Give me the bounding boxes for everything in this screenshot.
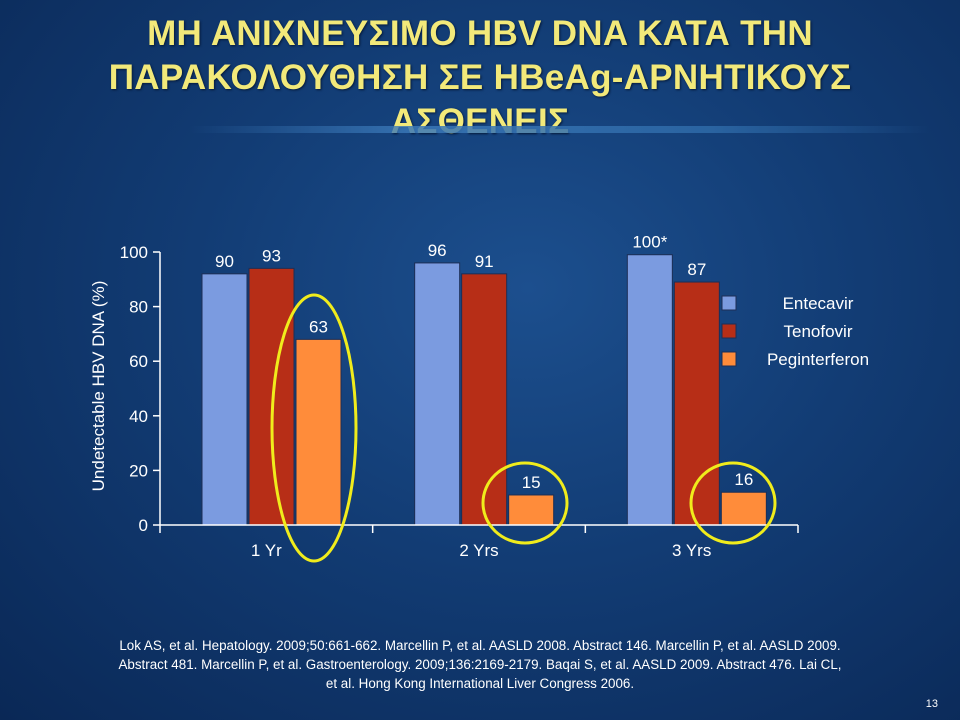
y-tick-label: 0 <box>139 516 148 535</box>
highlight-ellipse-2yrs <box>481 461 569 545</box>
title-line-1: ΜΗ ΑΝΙΧΝΕΥΣΙΜΟ HBV DNA ΚΑΤΑ ΤΗΝ <box>147 14 813 53</box>
legend-label-entecavir: Entecavir <box>783 294 854 313</box>
legend-swatch-entecavir <box>721 295 737 311</box>
bar-entecavir-1 <box>201 273 248 526</box>
y-tick-label: 60 <box>129 352 148 371</box>
legend-swatch-peginterferon <box>721 351 737 367</box>
data-label: 15 <box>522 473 541 492</box>
data-label: 90 <box>215 252 234 271</box>
x-tick-label: 1 Yr <box>251 541 282 560</box>
citation-line-2: Abstract 481. Marcellin P, et al. Gastro… <box>118 657 842 672</box>
x-tick-label: 3 Yrs <box>672 541 711 560</box>
y-tick-label: 40 <box>129 407 148 426</box>
x-tick-label: 2 Yrs <box>459 541 498 560</box>
title-line-2: ΠΑΡΑΚΟΛΟΥΘΗΣΗ ΣΕ HBeAg-ΑΡΝΗΤΙΚΟΥΣ <box>108 58 852 97</box>
y-tick-label: 100 <box>120 243 148 262</box>
highlight-ellipse-3yrs <box>689 461 777 545</box>
bar-peginterferon-1 <box>295 338 342 526</box>
bar-tenofovir-1 <box>248 267 295 526</box>
legend-swatch-tenofovir <box>721 323 737 339</box>
bar-tenofovir-2 <box>461 273 508 526</box>
bar-entecavir-2 <box>414 262 461 526</box>
slide-title: ΜΗ ΑΝΙΧΝΕΥΣΙΜΟ HBV DNA ΚΑΤΑ ΤΗΝ ΠΑΡΑΚΟΛΟ… <box>40 12 920 144</box>
citation-line-1: Lok AS, et al. Hepatology. 2009;50:661-6… <box>119 638 841 653</box>
data-label: 63 <box>309 317 328 336</box>
y-tick-label: 20 <box>129 461 148 480</box>
title-line-3: ΑΣΘΕΝΕΙΣ <box>390 102 570 141</box>
bar-tenofovir-3 <box>673 281 720 526</box>
y-tick-label: 80 <box>129 298 148 317</box>
legend-label-tenofovir: Tenofovir <box>784 322 853 341</box>
data-label: 91 <box>475 252 494 271</box>
legend-label-peginterferon: Peginterferon <box>767 350 869 369</box>
citation-line-3: et al. Hong Kong International Liver Con… <box>325 676 635 691</box>
bar-entecavir-3 <box>626 254 673 526</box>
data-label: 96 <box>428 241 447 260</box>
bar-peginterferon-3 <box>720 491 767 526</box>
title-underline <box>190 126 930 133</box>
data-label: 16 <box>734 470 753 489</box>
bar-peginterferon-2 <box>508 494 555 526</box>
data-label: 100* <box>632 233 667 252</box>
y-axis-title: Undetectable HBV DNA (%) <box>89 281 108 492</box>
highlight-ellipse-1yr <box>270 293 358 563</box>
data-label: 87 <box>687 260 706 279</box>
page-number: 13 <box>925 698 938 710</box>
citation: Lok AS, et al. Hepatology. 2009;50:661-6… <box>40 636 920 693</box>
data-label: 93 <box>262 246 281 265</box>
